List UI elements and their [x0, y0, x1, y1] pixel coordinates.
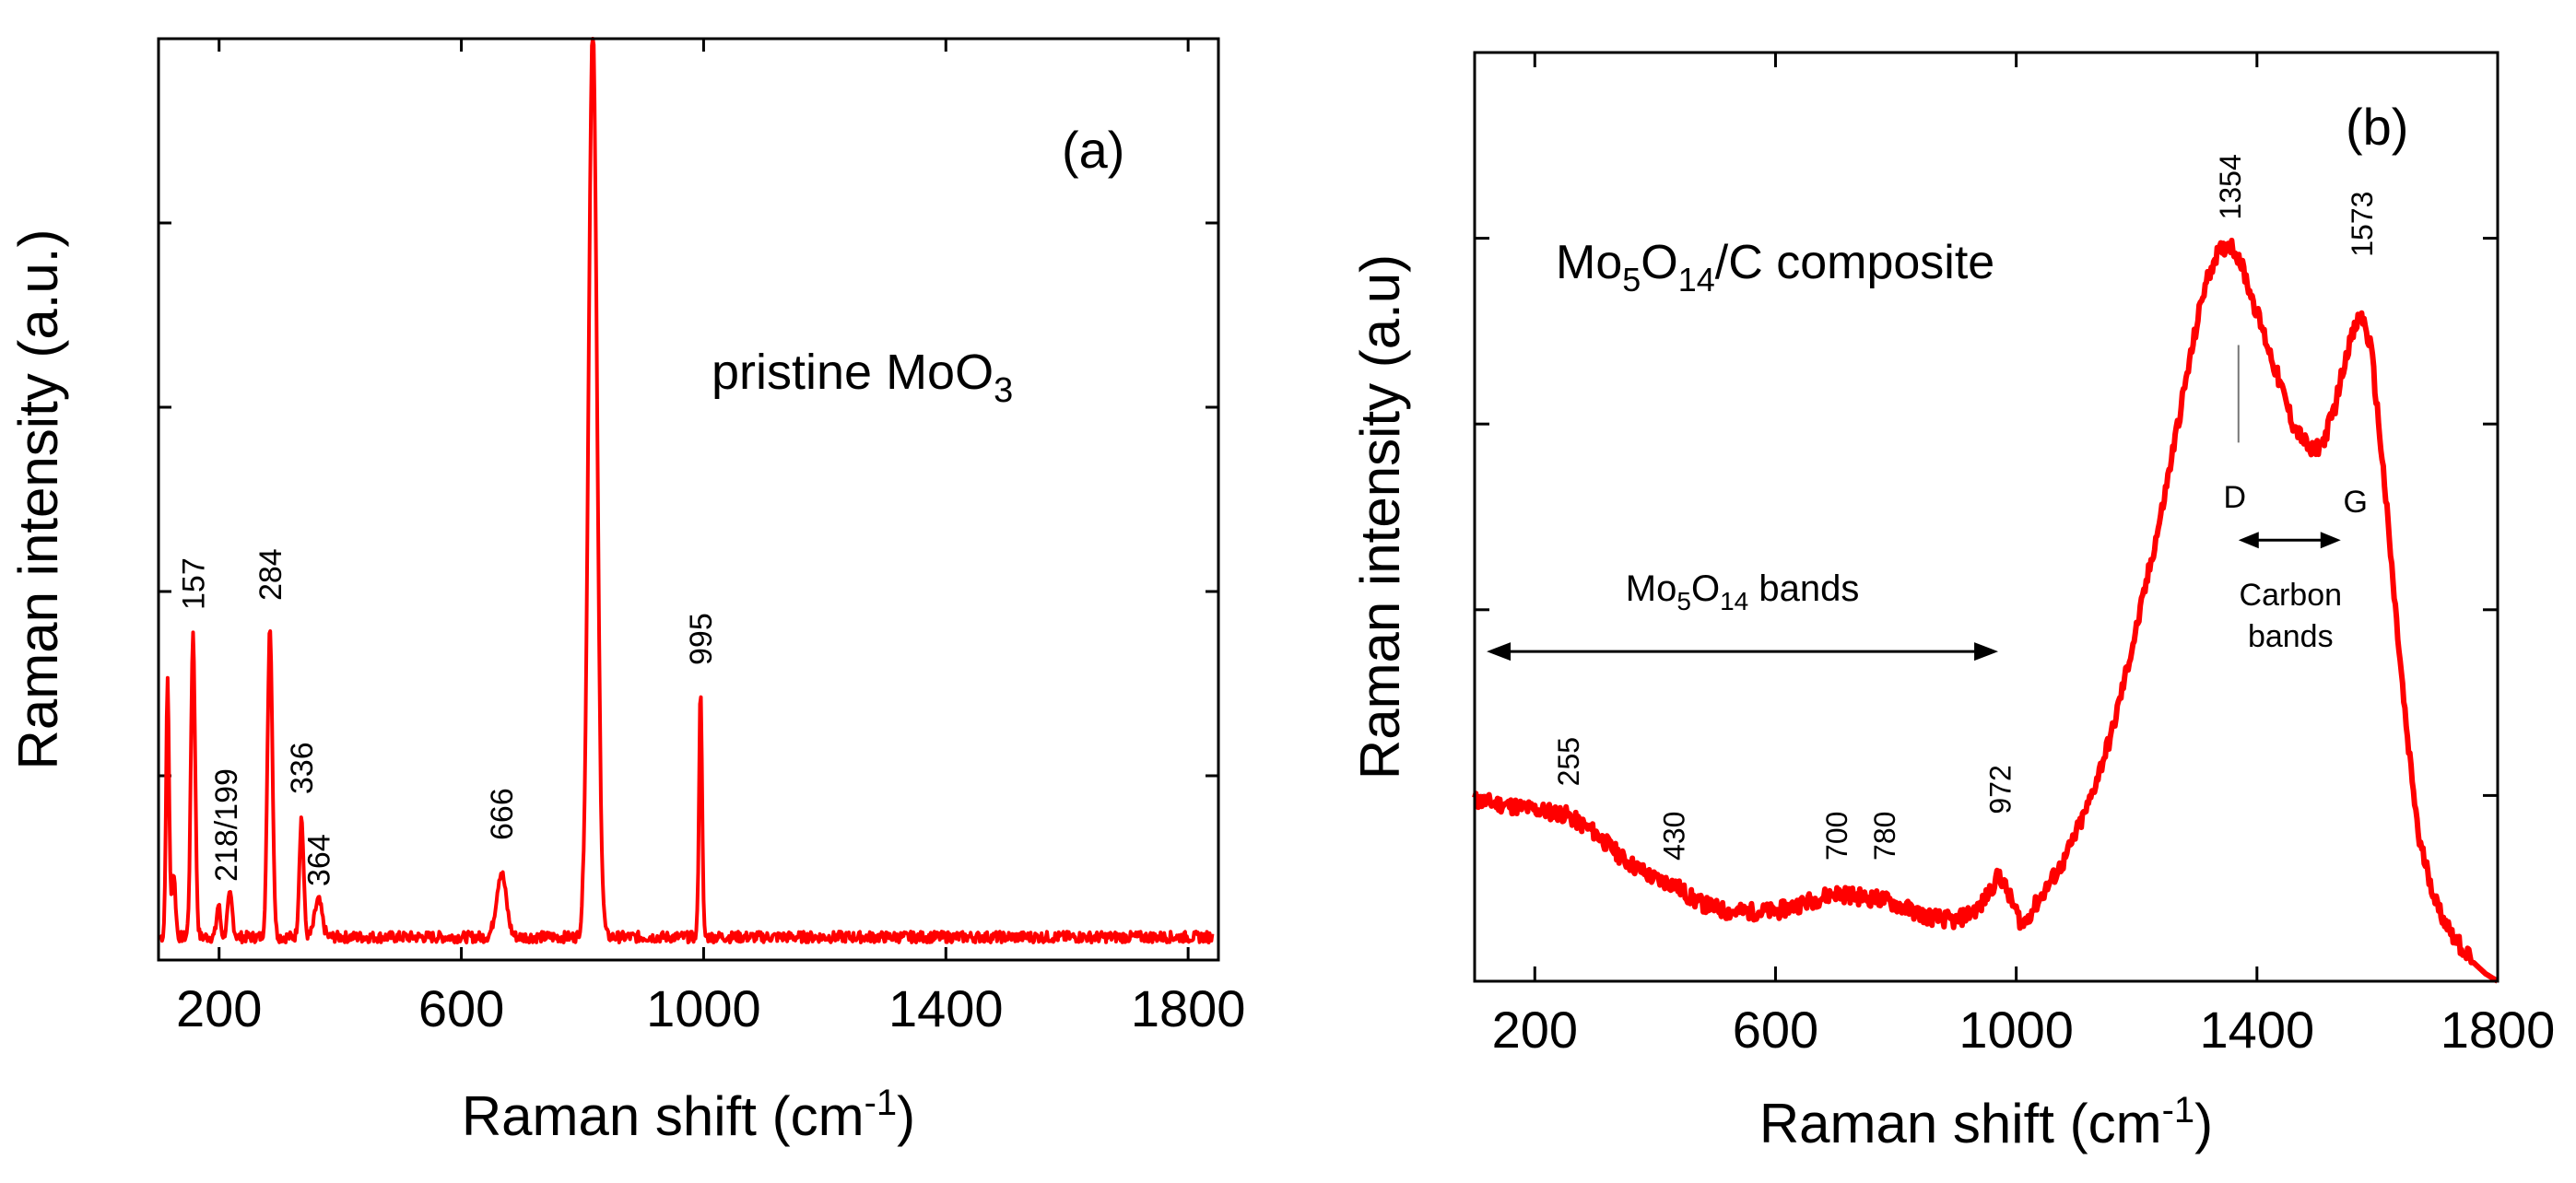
panel-b-label: (b) [2346, 98, 2408, 156]
panel-b-peak-labels: 255 430 700 780 972 1354 1573 [1552, 154, 2379, 861]
b-xtick-label-600: 600 [1733, 1001, 1818, 1059]
panel-b-x-tick-labels: 200 600 1000 1400 1800 [1492, 1001, 2556, 1059]
panel-b-y-axis-label: Raman intensity (a.u) [1349, 254, 1411, 779]
panel-b-annotation-mo: Mo [1556, 236, 1622, 289]
panel-b-annotation-sub2: 14 [1678, 261, 1715, 299]
panel-b-xlabel-end: ) [2194, 1093, 2213, 1154]
panel-a-xlabel-end: ) [897, 1085, 915, 1147]
carbon-bands-label-line2: bands [2248, 619, 2334, 654]
panel-a-ticks [159, 39, 1218, 960]
bands-label-end: bands [1748, 568, 1859, 609]
panel-b-annotation-sub1: 5 [1622, 261, 1641, 299]
panel-a-xlabel-main: Raman shift (cm [462, 1085, 865, 1147]
panel-a-x-axis-label: Raman shift (cm-1) [462, 1083, 915, 1147]
panel-a-peak-label-157: 157 [176, 557, 211, 610]
panel-a-spectrum-line [159, 37, 1215, 944]
a-xtick-label-200: 200 [176, 979, 262, 1037]
panel-b-x-axis-label: Raman shift (cm-1) [1759, 1090, 2213, 1154]
panel-a-peak-label-284: 284 [253, 548, 288, 601]
bands-label-o: O [1691, 568, 1720, 609]
panel-b-peak-label-780: 780 [1868, 812, 1901, 861]
panel-b-peak-label-700: 700 [1820, 812, 1853, 861]
panel-a-label: (a) [1062, 121, 1124, 179]
panel-b-annotation-o: O [1641, 236, 1677, 289]
mo5o14-bands-arrowhead-left [1487, 642, 1511, 662]
panel-b-peak-label-430: 430 [1657, 812, 1690, 861]
bands-label-mo: Mo [1626, 568, 1677, 609]
b-xtick-label-200: 200 [1492, 1001, 1578, 1059]
b-xtick-label-1000: 1000 [1958, 1001, 2074, 1059]
panel-a-xlabel-sup: -1 [865, 1083, 898, 1123]
g-band-label: G [2344, 485, 2368, 520]
bands-label-sub2: 14 [1720, 587, 1748, 615]
panel-a-peak-label-336: 336 [285, 742, 320, 794]
a-xtick-label-600: 600 [418, 979, 504, 1037]
b-xtick-label-1800: 1800 [2441, 1001, 2556, 1059]
carbon-bands-label-line1: Carbon [2240, 578, 2343, 613]
panel-b-spectrum-line [1472, 238, 2500, 984]
a-xtick-label-1800: 1800 [1131, 979, 1246, 1037]
panel-b-peak-label-1573: 1573 [2346, 192, 2379, 257]
a-xtick-label-1000: 1000 [646, 979, 761, 1037]
panel-b-peak-label-1354: 1354 [2214, 154, 2247, 219]
panel-b-peak-label-255: 255 [1552, 737, 1585, 786]
panel-a-peak-label-666: 666 [485, 788, 520, 840]
panel-b-sample-annotation: Mo5O14/C composite [1556, 236, 1994, 299]
mo5o14-bands-label: Mo5O14 bands [1626, 568, 1860, 615]
carbon-bands-arrowhead-right [2320, 532, 2341, 549]
panel-a-x-tick-labels: 200 600 1000 1400 1800 [176, 979, 1245, 1037]
panel-b-plot-frame [1473, 51, 2500, 983]
panel-a-annotation-base: pristine MoO [712, 345, 994, 400]
panel-a-annotation-sub: 3 [994, 371, 1013, 410]
panel-a-sample-annotation: pristine MoO3 [712, 345, 1013, 410]
panel-b-peak-label-972: 972 [1983, 765, 2017, 814]
bands-label-sub1: 5 [1676, 587, 1691, 615]
mo5o14-bands-arrowhead-right [1974, 642, 1999, 662]
panel-b-xlabel-sup: -1 [2162, 1090, 2195, 1130]
b-xtick-label-1400: 1400 [2200, 1001, 2315, 1059]
panel-a-raman-chart: 200 600 1000 1400 1800 157 284 218/199 336 364 66… [7, 37, 1245, 1147]
carbon-bands-arrowhead-left [2238, 532, 2259, 549]
panel-b-xlabel-main: Raman shift (cm [1759, 1093, 2162, 1154]
panel-b-raman-chart: 200 600 1000 1400 1800 255 430 700 780 972 1354 15… [1349, 51, 2556, 1154]
a-xtick-label-1400: 1400 [888, 979, 1004, 1037]
panel-a-plot-frame [157, 37, 1220, 962]
panel-b-annotation-end: /C composite [1715, 236, 1994, 289]
panel-a-peak-label-218-199: 218/199 [209, 768, 244, 882]
panel-a-y-axis-label: Raman intensity (a.u.) [7, 229, 69, 770]
d-band-label: D [2224, 480, 2247, 515]
panel-a-peak-label-995: 995 [684, 613, 719, 665]
panel-a-peak-label-364: 364 [301, 834, 336, 886]
